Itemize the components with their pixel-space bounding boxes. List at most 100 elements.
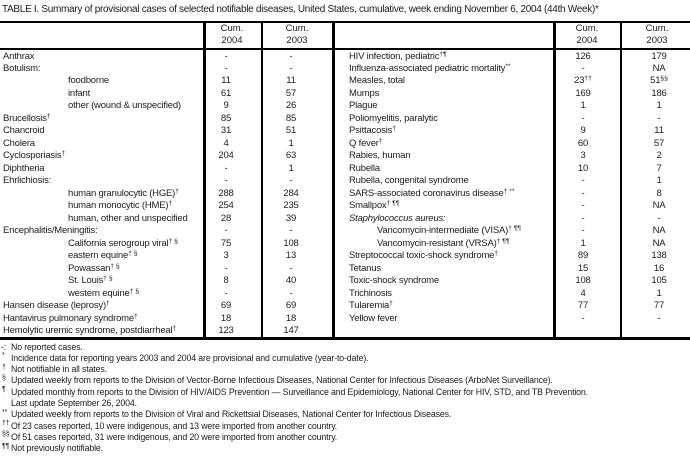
table-row: Trichinosis 4 1	[0, 288, 690, 301]
table-row: HIV infection, pediatric†¶ 126 179	[0, 51, 690, 64]
footnote-marker: † §	[128, 250, 138, 258]
cum-2003-value: 147	[266, 325, 316, 339]
disease-name-text: Diphtheria	[3, 162, 45, 174]
disease-name-text: Yellow fever	[349, 312, 398, 324]
disease-name-text: Cyclosporiasis	[3, 150, 62, 162]
value-text: 169	[575, 87, 591, 99]
cum-2003-value: 16	[629, 263, 689, 277]
cum-2004-value: 9	[558, 125, 608, 139]
cum-2003-value: 2	[629, 150, 689, 164]
value-text: 1	[288, 162, 294, 174]
value-text: 11	[221, 75, 231, 87]
disease-name-text: infant	[68, 87, 91, 99]
cum-2003-value: NA	[629, 200, 689, 214]
cum-2003-value: 138	[629, 250, 689, 264]
right-col-rule-2	[620, 21, 622, 340]
table-title: TABLE I. Summary of provisional cases of…	[2, 4, 599, 15]
table-row: Rubella 10 7	[0, 163, 690, 176]
value-text: 69	[220, 300, 232, 312]
value-text: 9	[580, 125, 586, 137]
value-text: -	[657, 212, 661, 224]
value-text: 105	[651, 275, 667, 287]
value-text: -	[289, 262, 293, 274]
footnote-text: Last update September 26, 2004.	[11, 398, 137, 408]
value-text: -	[289, 225, 293, 237]
value-text: -	[581, 200, 585, 212]
footnote-symbol: ¶	[2, 386, 6, 394]
header-cum-label: Cum.	[645, 23, 669, 34]
value-text: -	[224, 262, 228, 274]
value-text: 3	[223, 250, 229, 262]
value-text: 123	[218, 325, 234, 337]
footnote-marker: †	[392, 125, 396, 133]
header-right-cum-2004: Cum. 2004	[556, 23, 618, 46]
disease-label: Yellow fever	[349, 312, 398, 327]
value-text: -	[224, 50, 228, 62]
disease-name-text: human granulocytic (HGE)	[68, 187, 176, 199]
disease-name-text: Plague	[349, 100, 378, 112]
value-text: -	[289, 287, 293, 299]
value-text: 85	[220, 112, 232, 124]
disease-name-text: Q fever	[349, 137, 379, 149]
table-row: Poliomyelitis, paralytic - -	[0, 113, 690, 126]
disease-label: St. Louis† §	[68, 275, 113, 289]
value-text: NA	[652, 225, 666, 237]
cum-2004-value: 4	[203, 138, 249, 152]
disease-name-text: California serogroup viral	[68, 237, 169, 249]
cum-2003-value: 1	[629, 288, 689, 302]
disease-name-text: Botulism:	[3, 62, 41, 74]
footnote-marker: † §	[168, 237, 178, 245]
value-text: -	[657, 312, 661, 324]
value-text: 51	[650, 75, 661, 87]
table-row: Tularemia† 77 77	[0, 300, 690, 313]
footnote-symbol: ††	[2, 420, 10, 428]
disease-name-text: Anthrax	[3, 50, 35, 62]
cum-2003-value: 57	[629, 138, 689, 152]
disease-label: Anthrax	[3, 50, 35, 65]
cum-2004-value: 61	[203, 88, 249, 102]
footnote-symbol: ¶¶	[2, 442, 10, 450]
value-text: 9	[223, 100, 229, 112]
disease-name-text: Staphylococcus aureus:	[349, 212, 446, 224]
disease-label: Rubella	[349, 163, 380, 177]
cum-2004-value: 75	[203, 238, 249, 252]
cum-2003-value: 7	[629, 163, 689, 177]
table-row: Q fever† 60 57	[0, 138, 690, 151]
cum-2004-value: 123	[203, 325, 249, 339]
footnote-text: Updated monthly from reports to the Divi…	[11, 386, 588, 397]
disease-label: western equine† §	[68, 288, 139, 302]
cum-2004-value: 169	[558, 88, 608, 102]
table-row: Toxic-shock syndrome 108 105	[0, 275, 690, 288]
table-row: Measles, total 23†† 51§§	[0, 75, 690, 88]
value-text: -	[581, 112, 585, 124]
value-text: -	[581, 175, 585, 187]
value-text: 1	[580, 100, 586, 112]
cum-2003-value: -	[629, 213, 689, 227]
disease-name-text: Psittacosis	[349, 125, 393, 137]
cum-2003-value: -	[266, 175, 316, 189]
disease-name-text: Influenza-associated pediatric mortality	[349, 62, 506, 74]
disease-name-text: Smallpox	[349, 200, 387, 212]
header-cum-label: Cum.	[285, 23, 309, 34]
value-text: 254	[218, 200, 234, 212]
table-row: Chancroid 31 51	[0, 125, 690, 138]
cum-2004-value: -	[203, 288, 249, 302]
cum-2003-value: -	[266, 225, 316, 239]
disease-name-text: Hantavirus pulmonary syndrome	[3, 312, 134, 324]
table-row: Vancomycin-intermediate (VISA)† ¶¶ - NA	[0, 225, 690, 238]
footnote-marker: †	[378, 137, 383, 145]
value-text: 63	[285, 150, 297, 162]
disease-name-text: eastern equine	[68, 250, 129, 262]
table-row: Ehrlichiosis: - -	[0, 175, 690, 188]
value-text: 7	[656, 162, 662, 174]
cum-2003-value: 57	[266, 88, 316, 102]
value-text: -	[289, 50, 293, 62]
disease-label: Ehrlichiosis:	[3, 175, 51, 189]
disease-label: Chancroid	[3, 125, 45, 139]
cum-2004-value: 9	[203, 100, 249, 114]
disease-label: Rabies, human	[349, 150, 411, 164]
cum-2004-value: 31	[203, 125, 249, 139]
value-text: -	[657, 112, 661, 124]
cum-2003-value: 284	[266, 188, 316, 202]
cum-2003-value: 108	[266, 238, 316, 252]
